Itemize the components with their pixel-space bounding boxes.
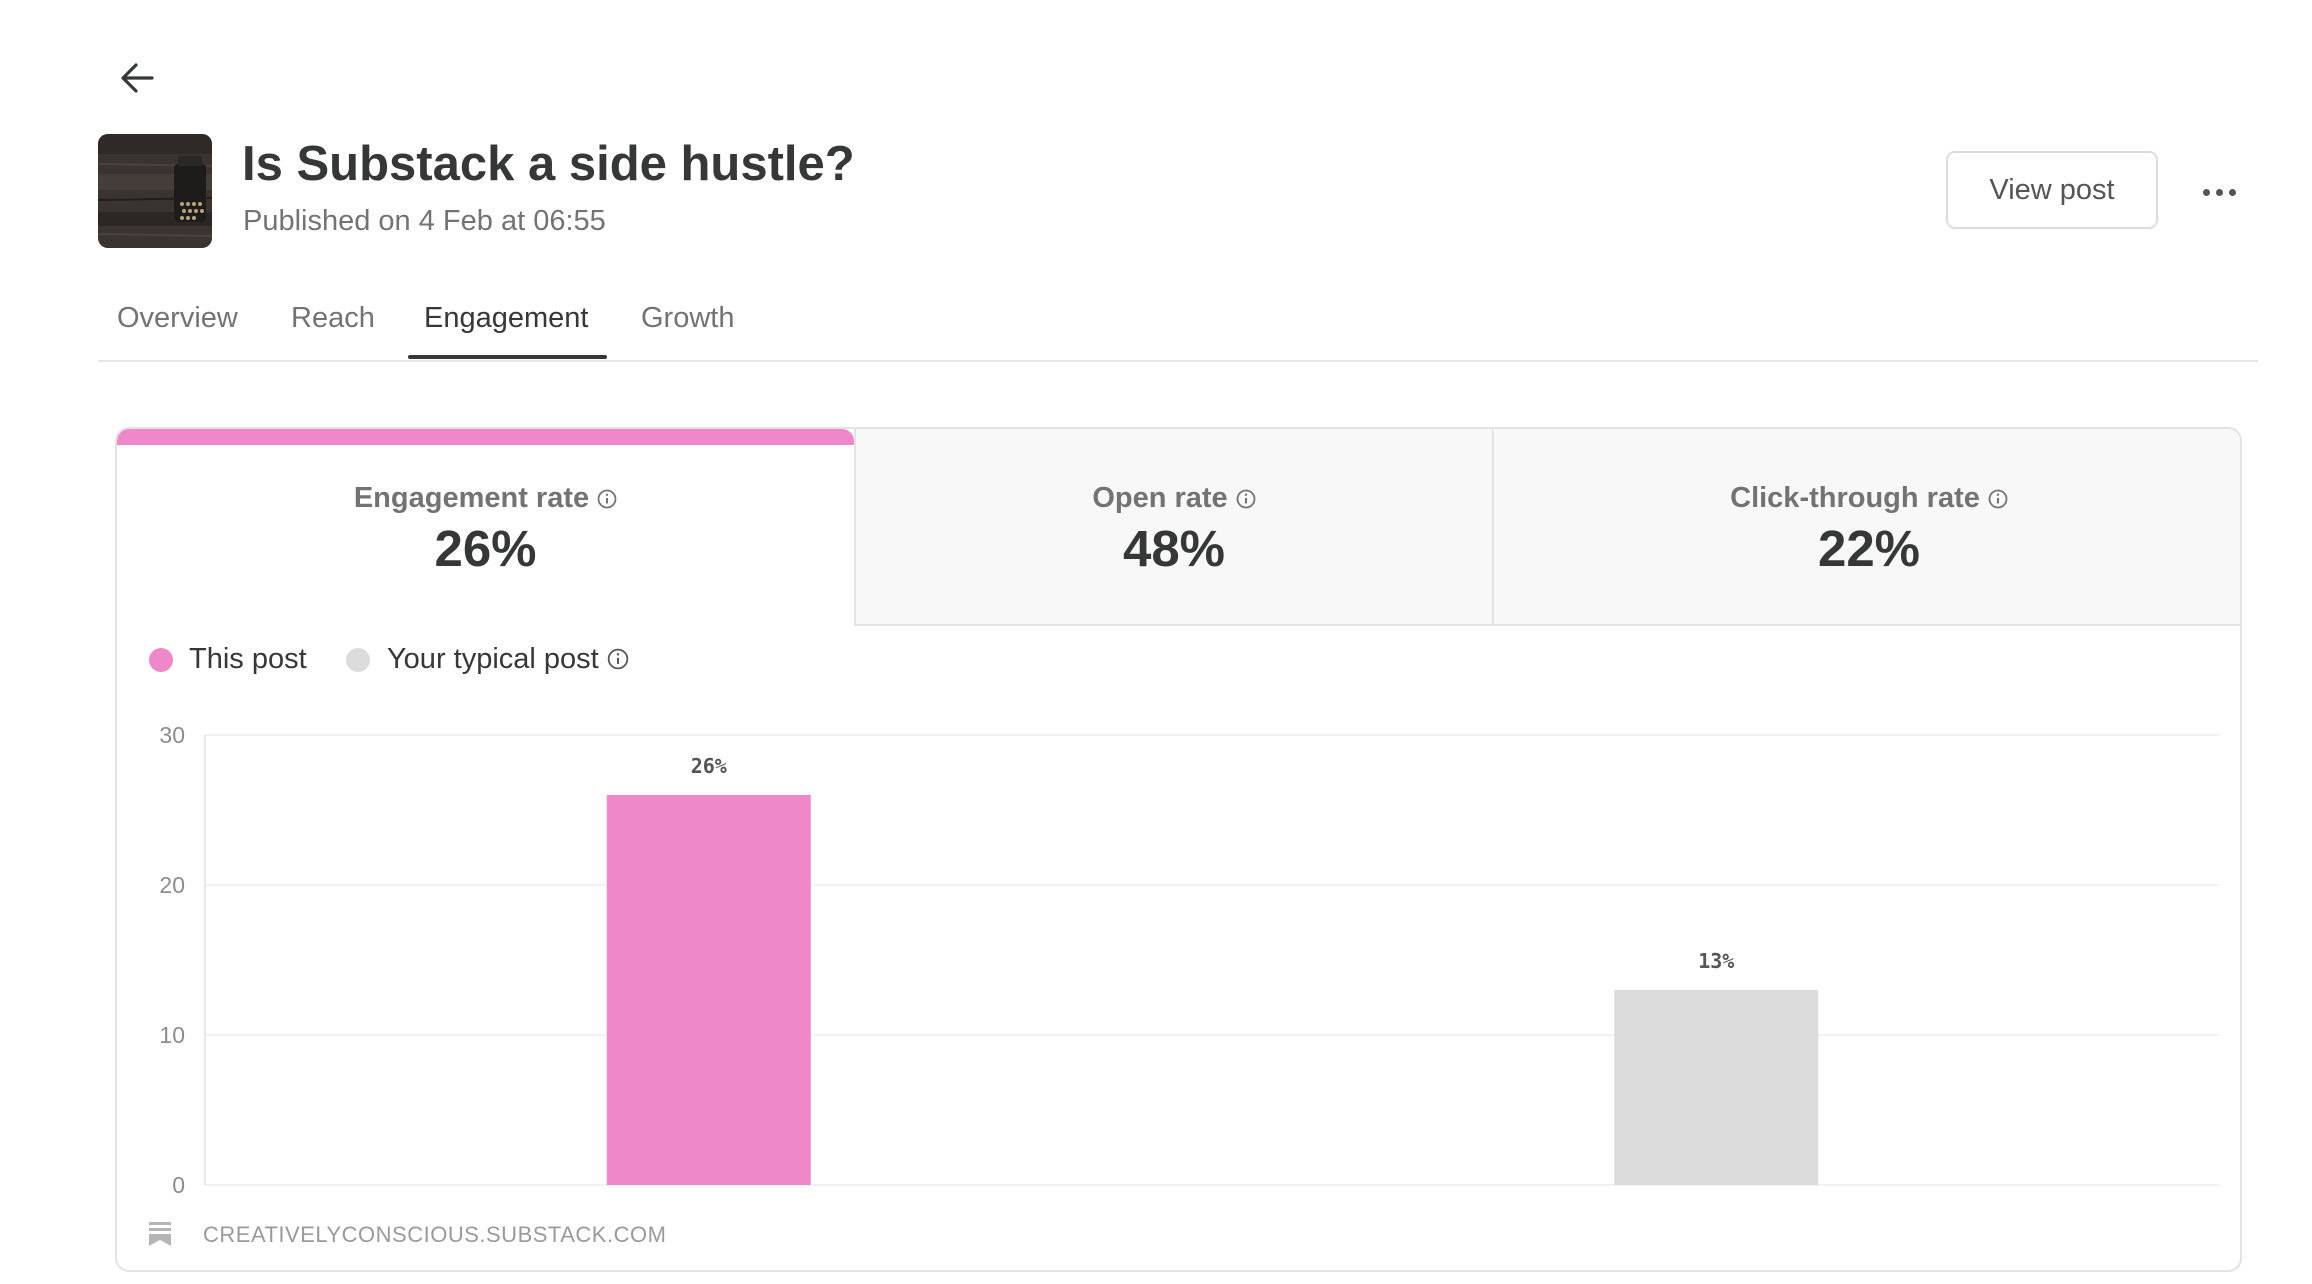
y-tick-label: 30 (159, 722, 185, 748)
more-dots-icon (2202, 188, 2210, 196)
tab-engagement[interactable]: Engagement (424, 302, 589, 334)
bar-this-post (606, 795, 811, 1185)
tabs-divider (98, 360, 2258, 362)
substack-bookmark-icon (148, 1221, 172, 1247)
metric-value: 48% (1122, 520, 1226, 577)
metric-label: Engagement rate (353, 482, 590, 514)
y-tick-label: 20 (159, 872, 185, 898)
legend-dot-this-post (149, 648, 173, 672)
more-options-button[interactable] (2197, 172, 2241, 212)
tab-reach[interactable]: Reach (291, 302, 375, 334)
more-dots-icon (2215, 188, 2223, 196)
legend-label-this-post: This post (189, 643, 307, 675)
view-post-button[interactable]: View post (1946, 151, 2158, 229)
back-arrow-icon (121, 63, 154, 93)
bar-value-label: 26% (691, 754, 727, 778)
y-tick-label: 0 (172, 1172, 185, 1198)
tab-growth[interactable]: Growth (641, 302, 735, 334)
active-metric-bar (117, 429, 854, 445)
legend-label-text: Your typical post (387, 643, 599, 675)
tab-overview[interactable]: Overview (117, 302, 238, 334)
footer-source: CREATIVELYCONSCIOUS.SUBSTACK.COM (203, 1222, 667, 1247)
bar-typical-post (1614, 990, 1819, 1185)
post-title: Is Substack a side hustle? (242, 137, 855, 191)
metric-engagement-rate[interactable]: Engagement rate 26% (117, 429, 854, 626)
info-icon[interactable] (607, 648, 629, 670)
engagement-bar-chart: 0 10 20 30 26% 13% (159, 722, 2220, 1198)
engagement-card: Engagement rate 26% Open rate 48% Click-… (115, 427, 2242, 1272)
metric-open-rate[interactable]: Open rate 48% (854, 429, 1492, 626)
metric-value: 22% (1817, 520, 1921, 577)
post-thumbnail (98, 134, 212, 248)
legend-dot-typical-post (346, 648, 370, 672)
metric-click-through-rate[interactable]: Click-through rate 22% (1492, 429, 2240, 626)
info-icon[interactable] (597, 489, 617, 509)
info-icon[interactable] (1236, 489, 1256, 509)
more-dots-icon (2228, 188, 2236, 196)
legend-label-typical-post: Your typical post (387, 643, 629, 676)
metric-label: Click-through rate (1730, 482, 1980, 514)
published-date: Published on 4 Feb at 06:55 (243, 205, 606, 237)
back-button[interactable] (118, 58, 158, 98)
info-icon[interactable] (1988, 489, 2008, 509)
metric-label: Open rate (1092, 482, 1228, 514)
bar-value-label: 13% (1698, 949, 1734, 973)
metric-value: 26% (434, 520, 537, 577)
active-tab-indicator (408, 355, 607, 359)
y-tick-label: 10 (159, 1022, 185, 1048)
